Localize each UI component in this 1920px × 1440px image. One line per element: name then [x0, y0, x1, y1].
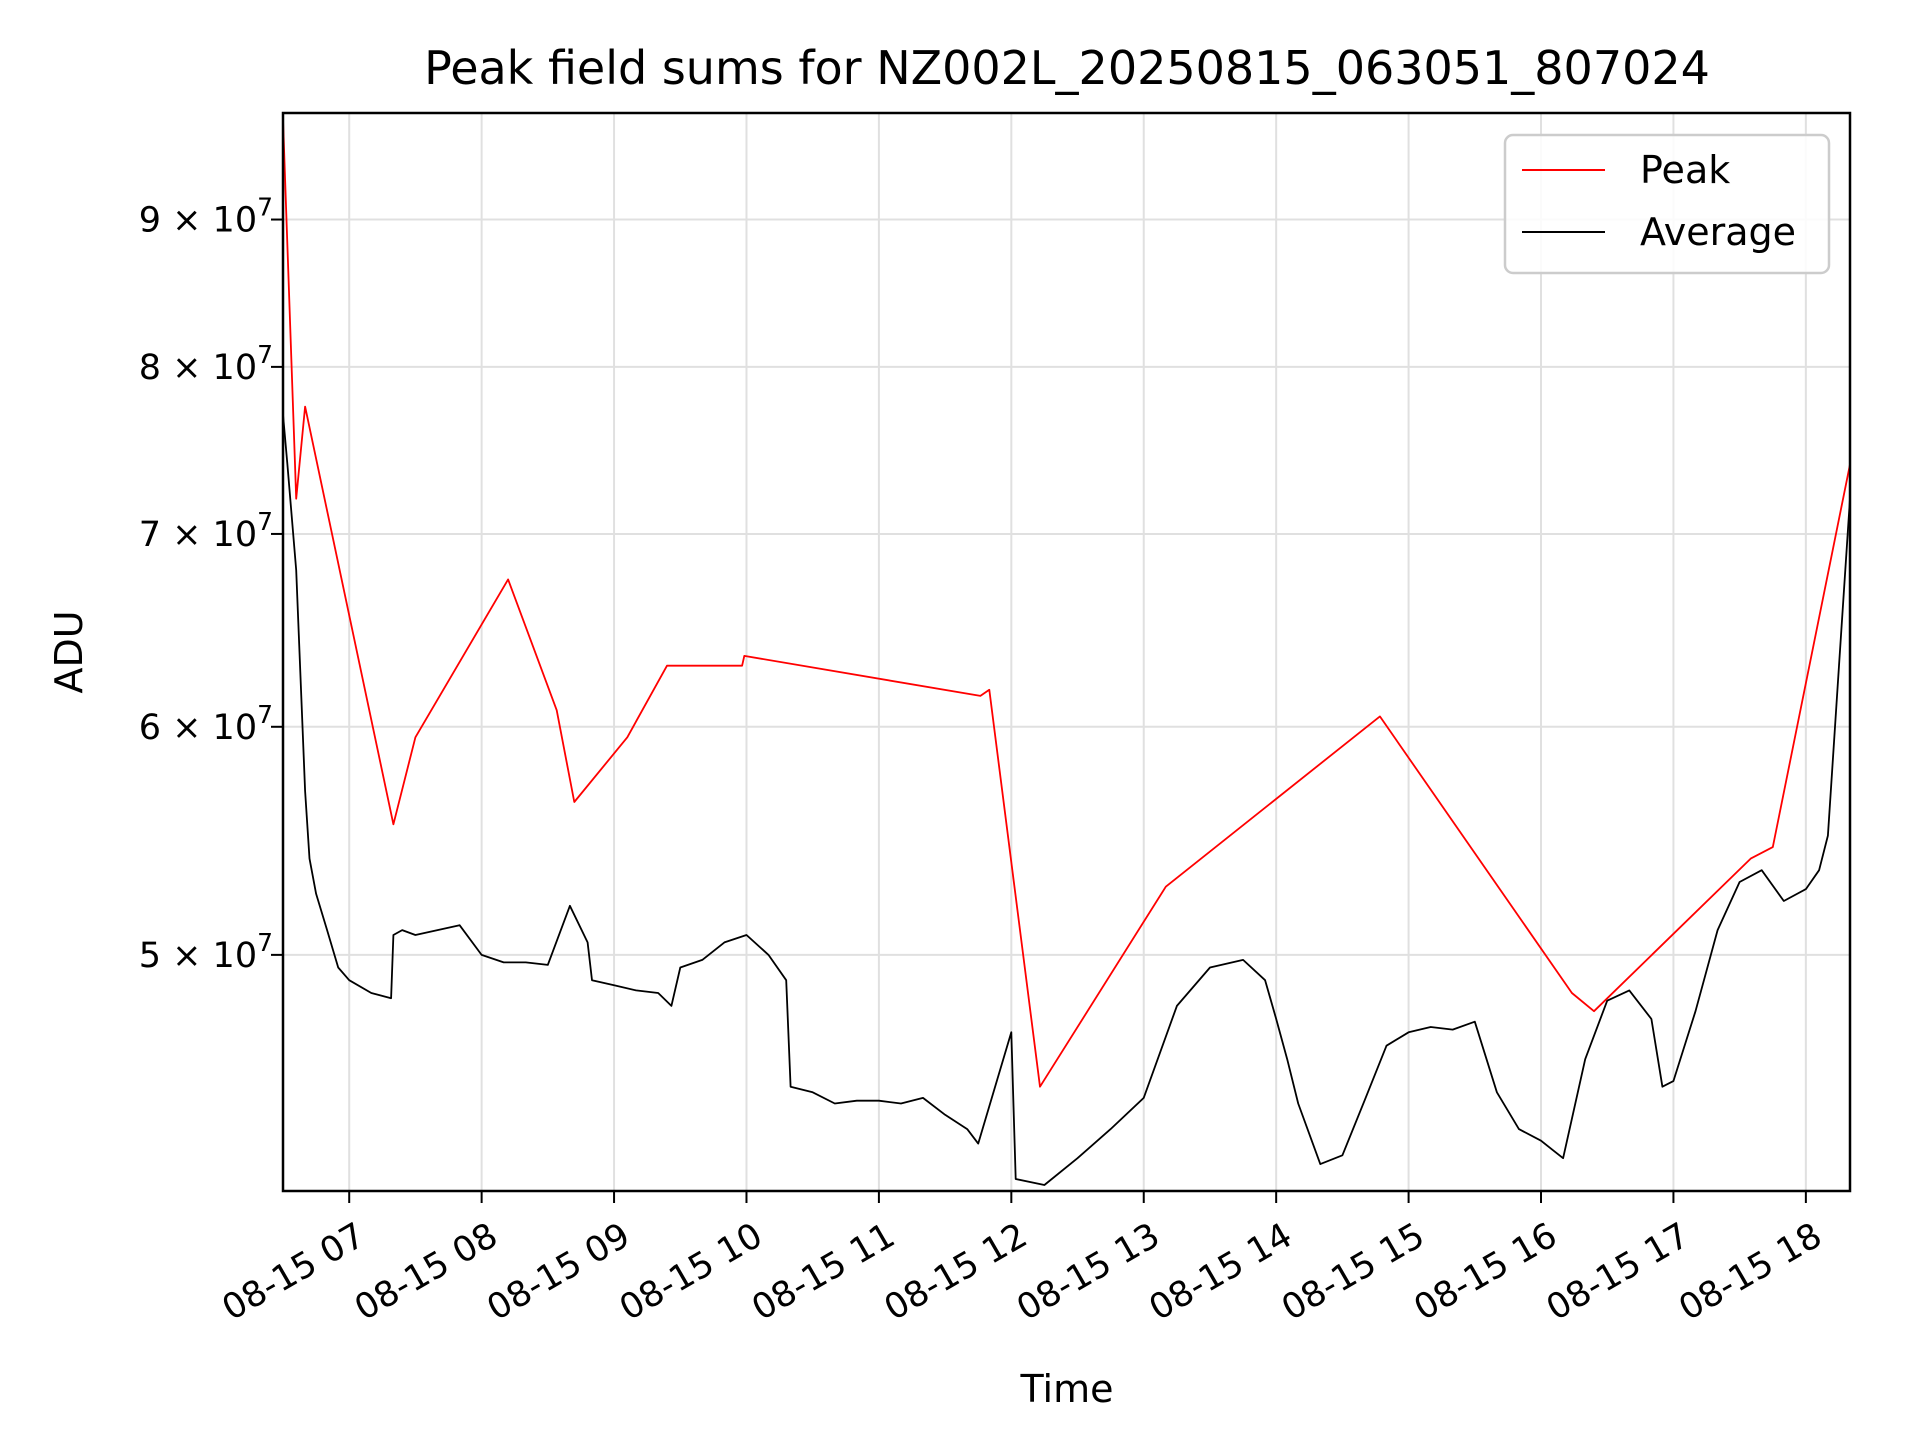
plot-frame	[281, 111, 1852, 1193]
legend-label-average: Average	[1640, 210, 1796, 254]
y-tick-label: 5 × 107	[139, 928, 273, 976]
series-line-peak	[282, 119, 1851, 1088]
x-axis-label: Time	[1020, 1367, 1114, 1411]
legend: Peak Average	[1503, 133, 1831, 275]
y-tick-label: 9 × 107	[139, 193, 273, 241]
series-line-average	[282, 414, 1851, 1186]
y-tick-label: 7 × 107	[139, 507, 273, 555]
legend-label-peak: Peak	[1640, 148, 1730, 192]
y-axis-label: ADU	[47, 610, 91, 693]
y-tick-label: 6 × 107	[139, 700, 273, 748]
y-axis: 5 × 107 6 × 107 7 × 107 8 × 107 9 × 107	[139, 193, 283, 976]
chart-title: Peak field sums for NZ002L_20250815_0630…	[424, 41, 1710, 95]
series-layer	[282, 119, 1851, 1186]
grid-lines	[283, 113, 1850, 1191]
y-tick-label: 8 × 107	[139, 340, 273, 388]
